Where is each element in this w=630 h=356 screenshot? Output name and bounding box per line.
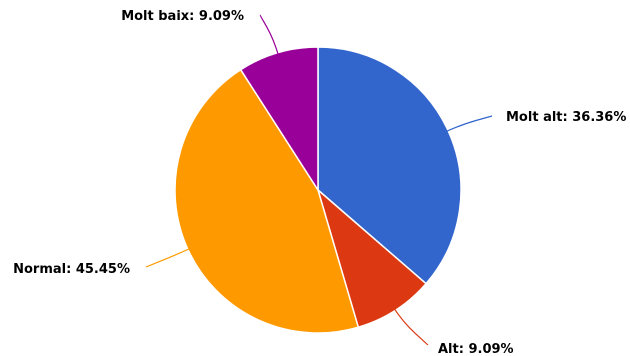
slice-label-alt: Alt: 9.09% bbox=[438, 342, 514, 356]
slice-label-normal: Normal: 45.45% bbox=[13, 262, 130, 277]
slice-label-molt-alt: Molt alt: 36.36% bbox=[506, 110, 626, 125]
leader-line-molt-baix bbox=[259, 14, 280, 57]
slice-label-molt-baix: Molt baix: 9.09% bbox=[121, 9, 244, 24]
pie-leader-lines bbox=[145, 14, 493, 346]
leader-line-alt bbox=[392, 306, 429, 346]
pie-slices bbox=[174, 46, 462, 334]
pie-labels: Molt alt: 36.36% Alt: 9.09% Normal: 45.45%… bbox=[13, 9, 626, 356]
leader-line-normal bbox=[145, 247, 192, 268]
leader-line-molt-alt bbox=[444, 115, 493, 133]
